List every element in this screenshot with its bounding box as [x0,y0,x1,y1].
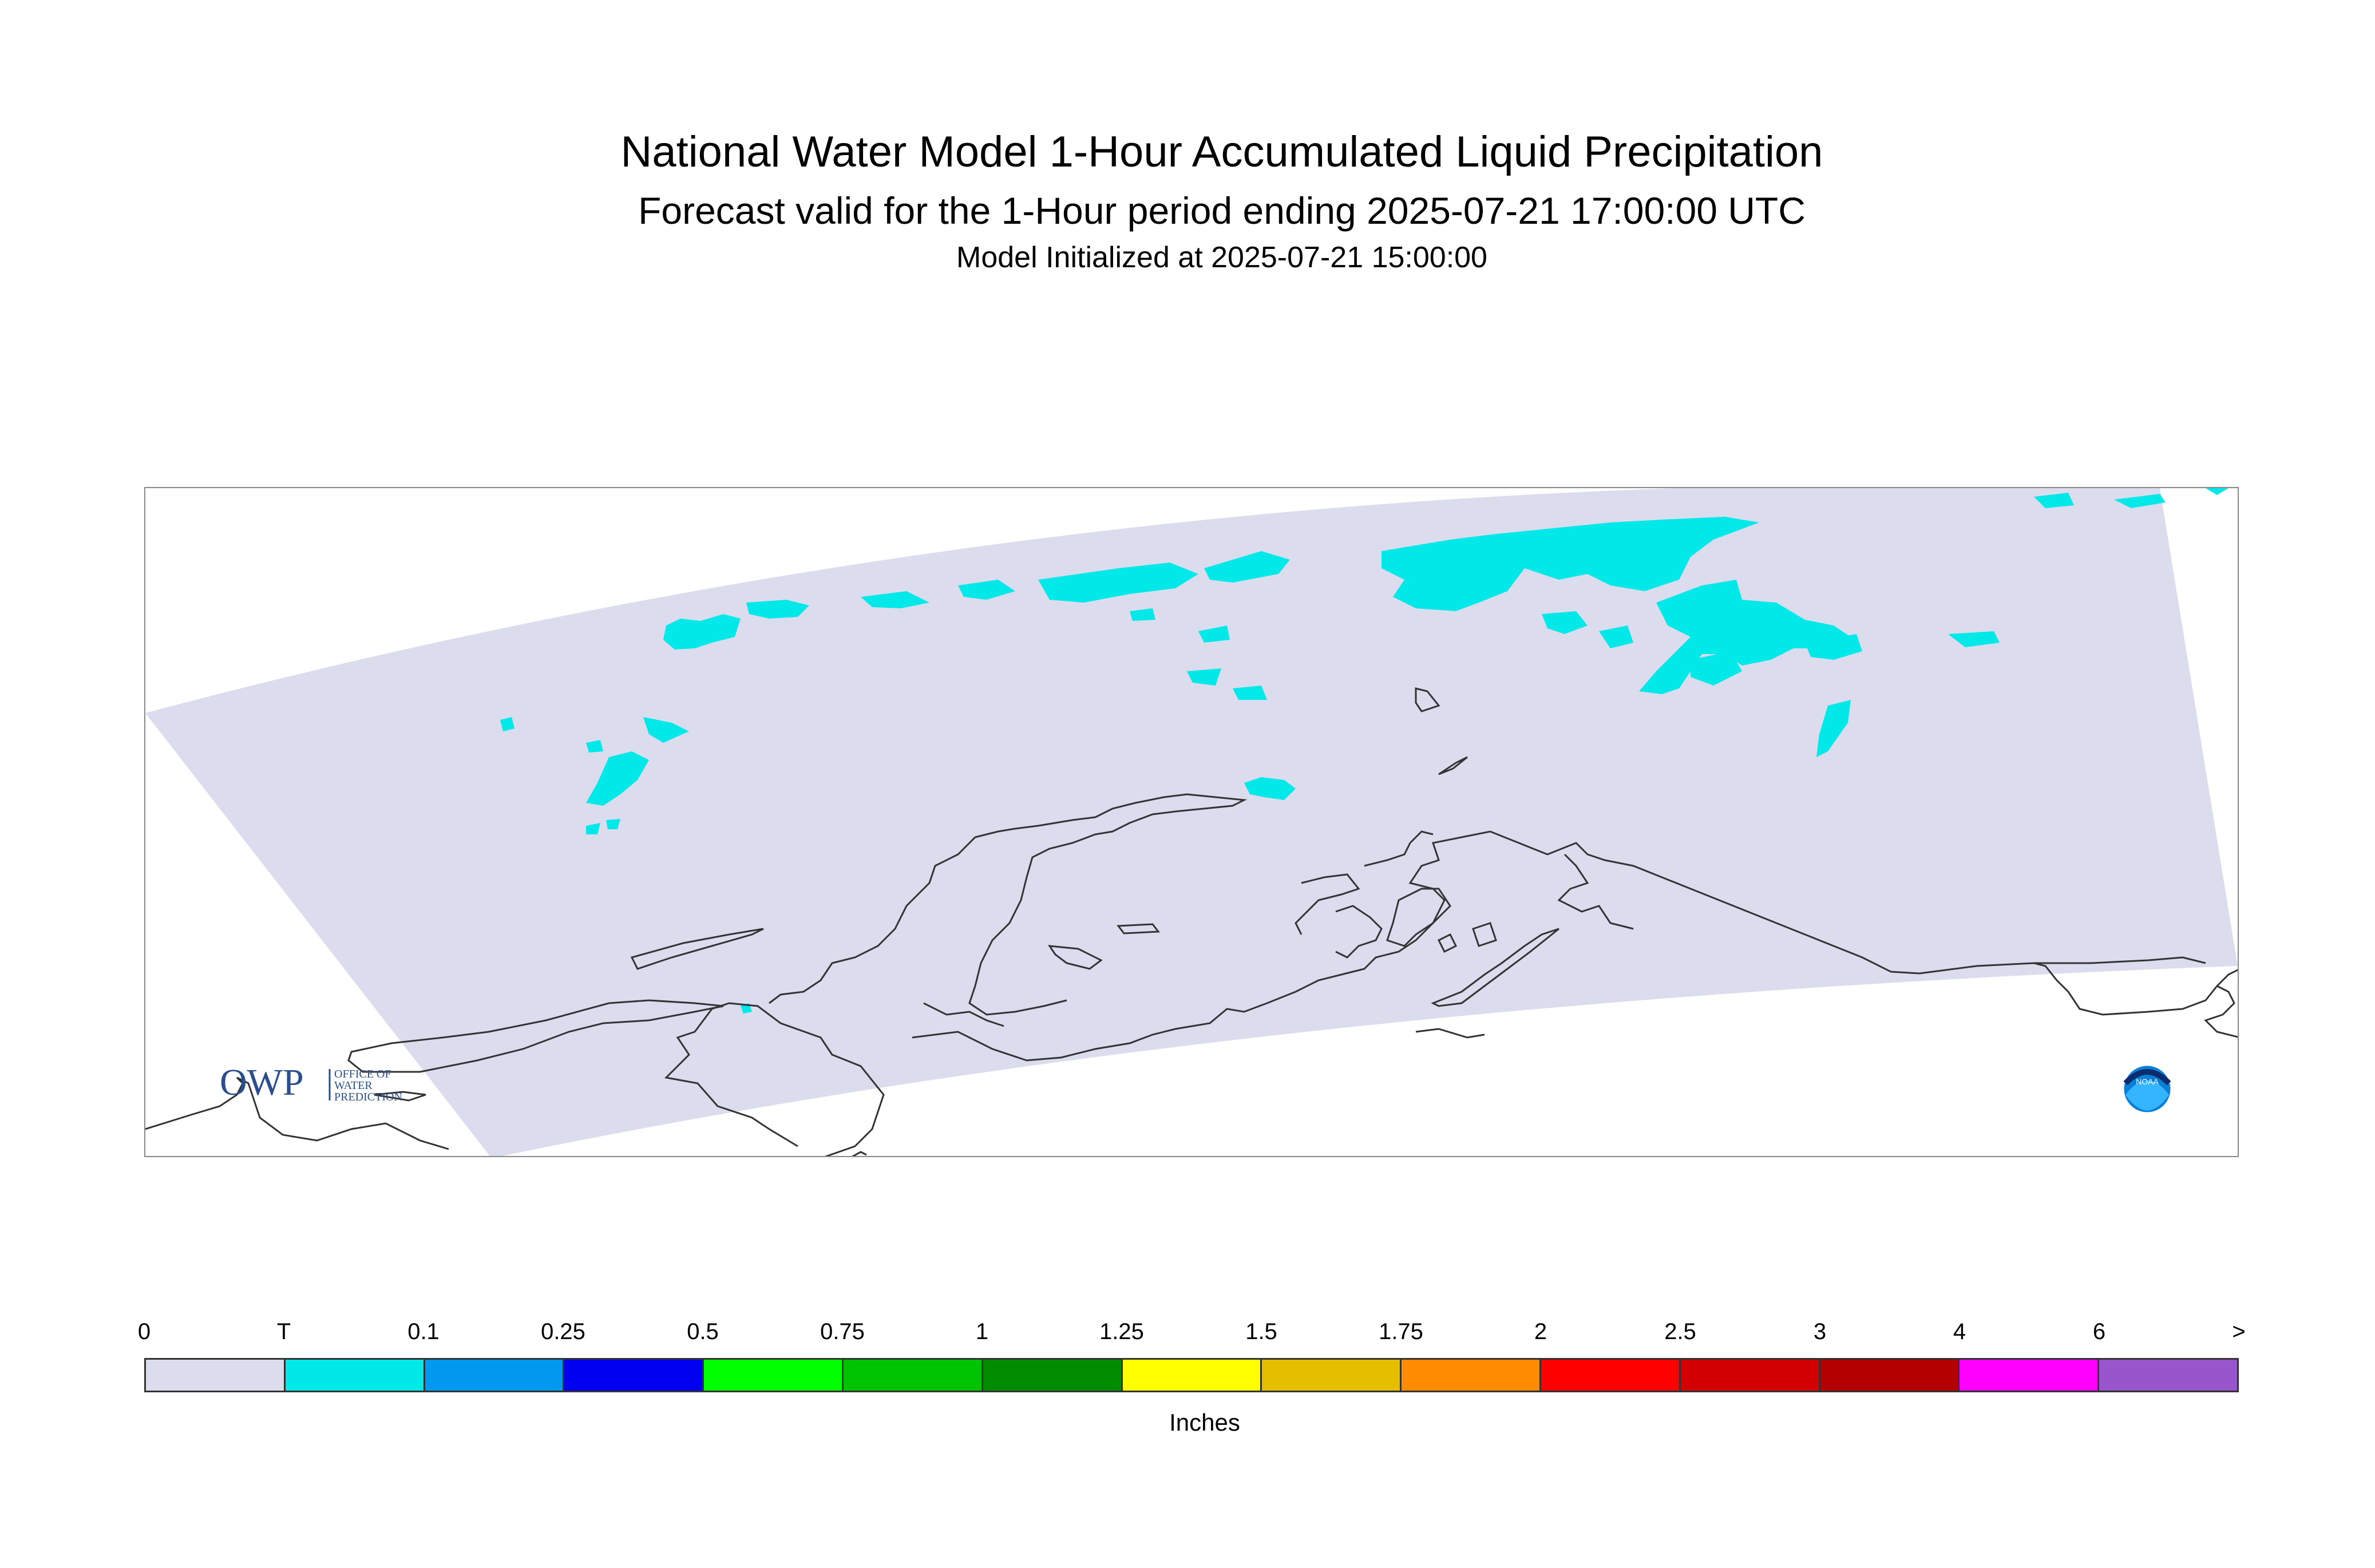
coastline-layer [145,687,2238,1156]
precip-patch [1244,777,1296,800]
precip-patch [586,740,603,753]
legend-tick-label: 3 [1813,1319,1827,1344]
coastline [1335,905,1383,959]
map-subtitle: Forecast valid for the 1-Hour period end… [638,189,1806,232]
precip-patch [586,823,600,834]
precip-patch [1130,608,1155,621]
precip-patch [1805,634,1862,660]
owp-logo-mark: OWP [220,1062,304,1103]
map-canvas: OWP OFFICE OF WATER PREDICTION NOAA [145,488,2238,1156]
coastline [374,1091,426,1102]
legend-swatch [1541,1360,1681,1391]
coastline [1295,873,1360,935]
legend-swatch [1680,1360,1820,1391]
precip-patch [1038,563,1198,603]
coastline [2204,985,2238,1038]
precip-patch [1198,625,1230,643]
precip-patch [500,717,514,731]
precip-patch [1542,611,1588,634]
coastline [923,1002,1004,1027]
coastline [1047,945,1103,970]
legend-tick-label: 2.5 [1664,1319,1696,1344]
legend-swatch [564,1360,704,1391]
precip-patch [1382,517,1759,611]
coastline [2033,962,2238,1016]
legend-tick-label: 1.25 [1099,1319,1144,1344]
coastline [145,1076,449,1150]
legend-tick-label: > [2232,1319,2246,1344]
legend-tick-label: 0.75 [820,1319,865,1344]
precip-patch [663,614,741,650]
noaa-logo-text: NOAA [2136,1077,2159,1086]
precip-patch [958,580,1015,600]
legend-swatch [146,1360,286,1391]
legend-swatch [1262,1360,1402,1391]
trace-precipitation-areas [500,488,2228,1013]
precip-patch [2034,493,2074,508]
legend-swatch [2099,1360,2237,1391]
legend-tick-label: 1.75 [1379,1319,1423,1344]
legend-swatch [843,1360,983,1391]
legend-swatch [285,1360,425,1391]
precip-patch [643,717,689,743]
coastline [769,793,1248,1016]
legend-tick-label: 0.25 [541,1319,585,1344]
legend-swatch [1960,1360,2100,1391]
legend-colorbar [144,1358,2239,1392]
coastline [852,1151,867,1156]
noaa-logo: NOAA [2122,1064,2172,1114]
precip-patch [606,819,620,829]
legend-tick-label: 6 [2092,1319,2106,1344]
coastline [912,830,2206,1062]
precip-patch [1187,668,1221,686]
precip-patch [586,751,649,806]
legend-tick-label: 0.5 [687,1319,719,1344]
precip-patch [1948,631,2000,647]
precip-patch [1599,625,1633,648]
legend-tick-label: 4 [1953,1319,1966,1344]
coastline [1437,933,1458,953]
precip-patch [861,591,929,608]
legend-swatch [1122,1360,1262,1391]
legend-units-label: Inches [1169,1409,1240,1436]
precip-patch [2206,488,2228,495]
coastline [1364,830,1434,867]
coastline [1431,928,1559,1007]
legend-swatch [1820,1360,1960,1391]
coastline [1415,1028,1485,1039]
legend-tick-label: 2 [1534,1319,1547,1344]
model-init-text: Model Initialized at 2025-07-21 15:00:00 [956,241,1487,274]
map-title: National Water Model 1-Hour Accumulated … [620,128,1823,176]
legend-swatch [704,1360,844,1391]
precip-patch [2114,494,2166,508]
coastline [1557,853,1634,930]
legend-swatch [983,1360,1123,1391]
coastline [1117,923,1160,935]
precip-patch [1816,700,1851,757]
legend-tick-label: 1 [975,1319,989,1344]
legend-tick-label: 0.1 [407,1319,440,1344]
coastline [1472,922,1497,947]
legend-tick-label: 0 [137,1319,151,1344]
owp-logo-line1: OFFICE OF [334,1068,391,1080]
legend-tick-label: 1.5 [1245,1319,1277,1344]
precip-patch [1204,551,1290,583]
precip-patch [746,600,809,619]
precip-patch [1233,686,1267,700]
model-domain [145,488,2238,1156]
coastline [347,999,724,1073]
coastline [630,928,764,970]
legend-swatch [425,1360,565,1391]
precip-patch [1691,651,1742,686]
coastline [1386,888,1451,947]
legend-swatch [1402,1360,1541,1391]
owp-logo: OWP OFFICE OF WATER PREDICTION [220,1062,402,1103]
map-panel: OWP OFFICE OF WATER PREDICTION NOAA [144,487,2239,1157]
coastline [1415,687,1440,712]
coastline [1438,756,1468,775]
owp-logo-line2: WATER [334,1079,373,1092]
owp-logo-line3: PREDICTION [334,1091,402,1103]
legend-tick-label: T [276,1319,291,1344]
